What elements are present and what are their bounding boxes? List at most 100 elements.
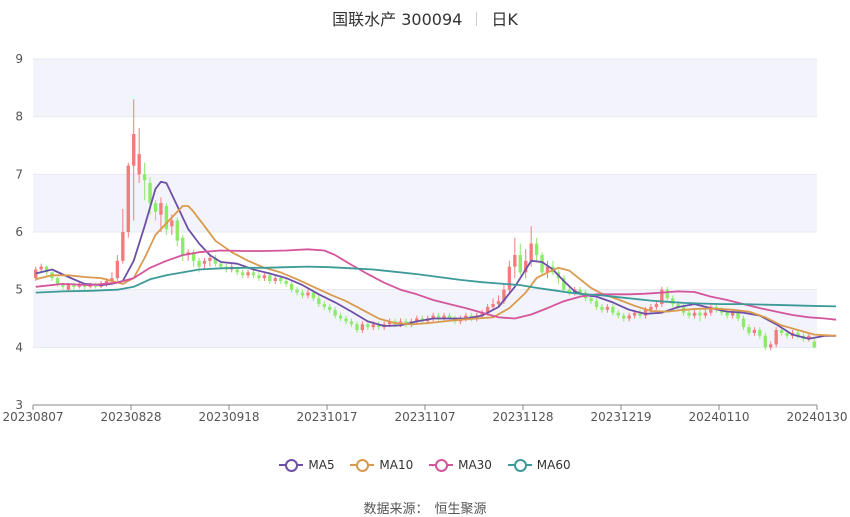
candle-body xyxy=(524,260,528,273)
candle-body xyxy=(311,292,316,299)
candle-body xyxy=(191,252,196,261)
legend-swatch-ma60 xyxy=(507,459,532,472)
candle-body xyxy=(159,203,163,215)
candle-body xyxy=(44,266,49,273)
candle-body xyxy=(769,344,773,348)
legend-label-ma30: MA30 xyxy=(458,458,492,472)
candle-body xyxy=(431,315,435,319)
legend-label-ma5: MA5 xyxy=(308,458,335,472)
candle-body xyxy=(284,281,288,284)
candle-body xyxy=(518,255,522,273)
legend-item-ma10[interactable]: MA10 xyxy=(350,458,413,472)
candle-body xyxy=(812,341,816,348)
candle-body xyxy=(251,272,256,276)
candle-body xyxy=(709,306,713,313)
legend-item-ma30[interactable]: MA30 xyxy=(429,458,492,472)
source-name: 恒生聚源 xyxy=(434,502,487,517)
candle-body xyxy=(692,312,697,316)
candle-body xyxy=(622,315,626,319)
candle-body xyxy=(741,318,746,328)
legend-swatch-ma10 xyxy=(350,459,375,472)
candle-body xyxy=(758,330,762,336)
candle-body xyxy=(142,174,147,181)
candle-body xyxy=(110,278,114,282)
candle-body xyxy=(687,312,691,316)
x-tick-label: 20231107 xyxy=(394,410,455,424)
candle-body xyxy=(698,312,702,316)
candle-body xyxy=(371,324,375,328)
candle-body xyxy=(779,330,784,333)
candle-body xyxy=(605,306,610,310)
y-tick-label: 6 xyxy=(15,225,23,239)
candle-body xyxy=(377,324,381,328)
candle-body xyxy=(246,272,250,276)
candle-body xyxy=(126,165,130,232)
candle-body xyxy=(153,203,158,212)
candle-body xyxy=(747,327,751,333)
candle-body xyxy=(257,275,261,279)
candle-body xyxy=(774,330,778,345)
candle-body xyxy=(175,220,179,241)
candle-body xyxy=(344,318,348,322)
candle-body xyxy=(202,260,207,264)
ma-line-ma60 xyxy=(35,265,837,308)
x-tick-label: 20240110 xyxy=(688,410,749,424)
candle-body xyxy=(208,257,212,261)
candle-body xyxy=(638,312,642,316)
candle-body xyxy=(115,260,120,279)
x-tick-label: 20240130 xyxy=(786,410,847,424)
candle-body xyxy=(197,260,201,267)
candle-body xyxy=(306,292,310,296)
candle-body xyxy=(785,332,789,336)
candle-body xyxy=(578,289,582,293)
candle-body xyxy=(170,220,174,227)
candle-body xyxy=(491,304,495,307)
candle-body xyxy=(164,206,169,230)
candle-body xyxy=(349,321,354,325)
candle-body xyxy=(752,330,757,333)
ma-line-ma5 xyxy=(35,180,837,340)
candle-body xyxy=(665,289,669,299)
candle-body xyxy=(148,182,152,204)
candle-body xyxy=(736,312,740,319)
grid-band xyxy=(33,289,817,348)
candle-body xyxy=(317,298,321,305)
x-tick-label: 20231128 xyxy=(492,410,553,424)
ma-line-ma10 xyxy=(35,205,837,337)
candle-body xyxy=(594,301,599,307)
candle-body xyxy=(55,278,60,284)
legend-item-ma60[interactable]: MA60 xyxy=(507,458,571,472)
period-label: 日K xyxy=(491,10,518,29)
ma-line-ma30 xyxy=(35,248,837,321)
candle-body xyxy=(485,306,490,313)
candle-body xyxy=(66,283,71,290)
legend-item-ma5[interactable]: MA5 xyxy=(279,458,335,472)
candle-body xyxy=(338,315,343,319)
legend: MA5 MA10 MA30 MA60 xyxy=(0,458,850,474)
candle-body xyxy=(240,272,245,276)
chart-title: 国联水产 300094 日K xyxy=(0,6,850,30)
y-tick-label: 8 xyxy=(15,110,23,124)
y-tick-label: 5 xyxy=(15,283,23,297)
candle-body xyxy=(540,255,544,273)
candle-body xyxy=(496,301,501,305)
candle-body xyxy=(366,324,370,328)
x-tick-label: 20231017 xyxy=(296,410,357,424)
candle-body xyxy=(132,133,136,166)
candle-body xyxy=(502,289,506,302)
candle-body xyxy=(213,257,218,264)
candle-body xyxy=(104,281,109,284)
candle-body xyxy=(333,309,337,316)
y-tick-label: 4 xyxy=(15,340,23,354)
legend-swatch-ma30 xyxy=(429,459,454,472)
title-separator xyxy=(476,12,478,26)
legend-label-ma60: MA60 xyxy=(536,458,571,472)
candle-body xyxy=(796,332,800,336)
candle-body xyxy=(654,304,659,307)
legend-label-ma10: MA10 xyxy=(379,458,414,472)
candle-body xyxy=(464,315,468,319)
candle-body xyxy=(660,289,664,305)
candle-body xyxy=(703,312,708,316)
candle-body xyxy=(436,315,441,319)
candle-body xyxy=(289,283,294,290)
